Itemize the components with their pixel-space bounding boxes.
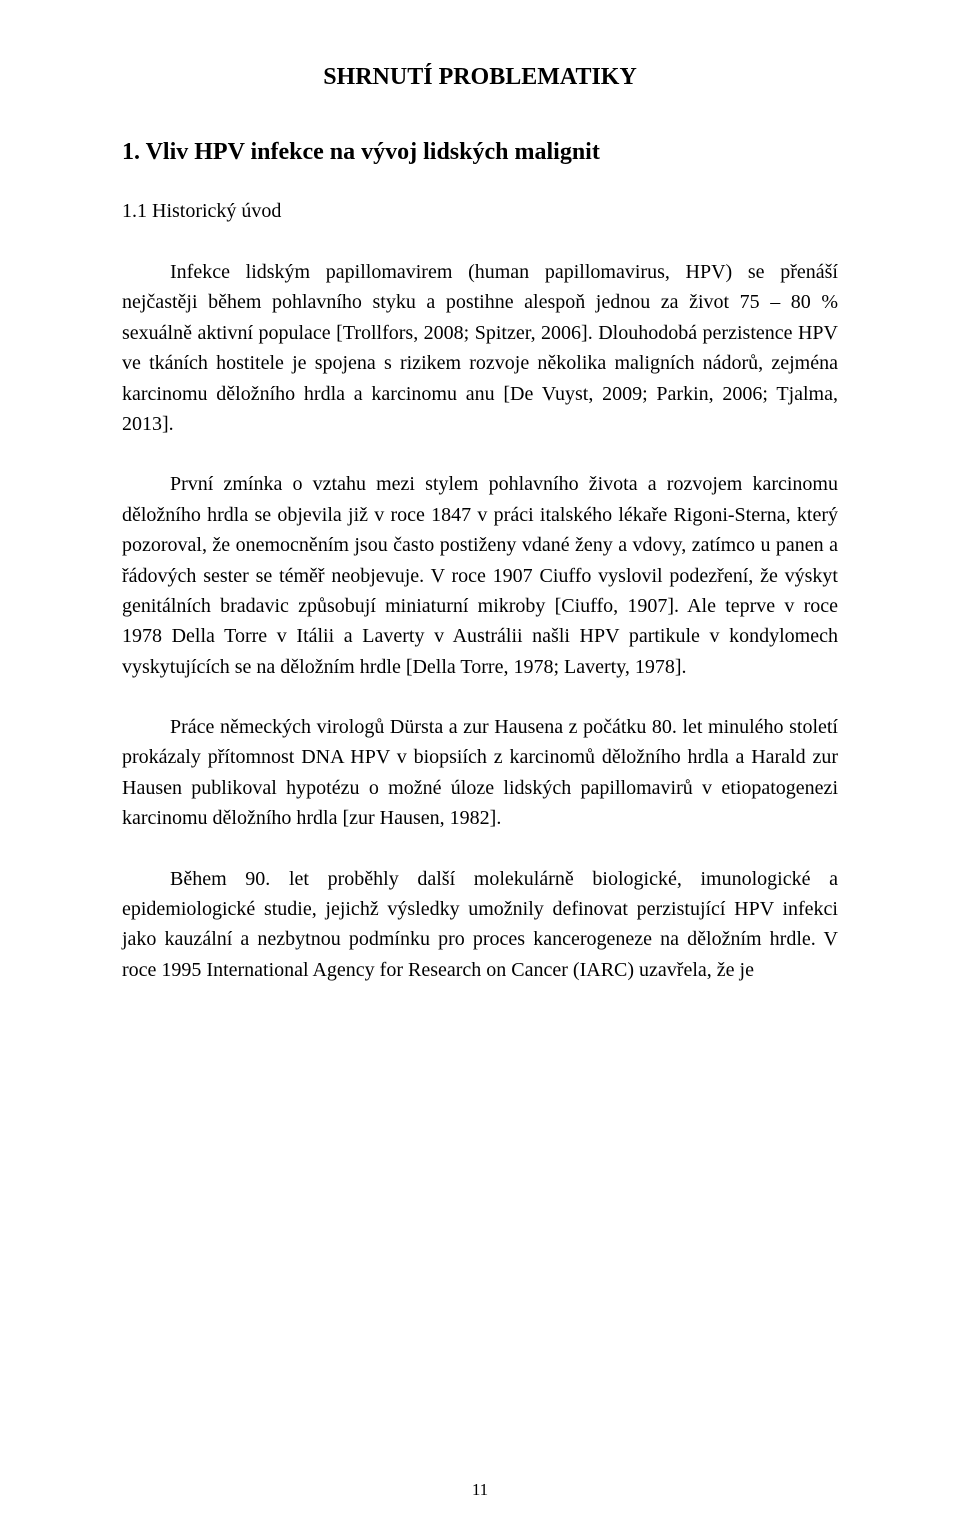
section-subheading: 1.1 Historický úvod <box>122 200 838 223</box>
paragraph: Infekce lidským papillomavirem (human pa… <box>122 257 838 439</box>
paragraph: Během 90. let proběhly další molekulárně… <box>122 864 838 986</box>
page-number: 11 <box>0 1480 960 1500</box>
document-page: SHRNUTÍ PROBLEMATIKY 1. Vliv HPV infekce… <box>0 0 960 1528</box>
section-heading: 1. Vliv HPV infekce na vývoj lidských ma… <box>122 139 838 166</box>
paragraph: První zmínka o vztahu mezi stylem pohlav… <box>122 469 838 682</box>
page-title: SHRNUTÍ PROBLEMATIKY <box>122 64 838 91</box>
paragraph: Práce německých virologů Dürsta a zur Ha… <box>122 712 838 834</box>
